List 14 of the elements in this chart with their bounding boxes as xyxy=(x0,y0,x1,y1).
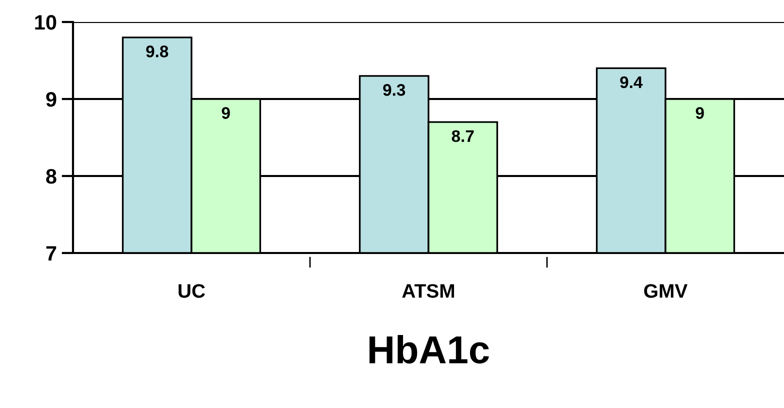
data-label: 9 xyxy=(222,107,230,119)
y-tick-label: 9 xyxy=(46,92,56,107)
y-tick-label: 7 xyxy=(46,246,56,261)
data-label: 9 xyxy=(696,107,704,119)
x-tick-label: GMV xyxy=(644,284,688,298)
y-tick-label: 8 xyxy=(46,169,56,184)
x-axis-title: HbA1c xyxy=(370,335,489,364)
y-tick-label: 10 xyxy=(35,15,56,30)
data-label: 9.8 xyxy=(146,46,168,58)
data-label: 9.3 xyxy=(383,84,406,96)
data-label: 9.4 xyxy=(620,76,643,88)
x-tick-label: UC xyxy=(178,284,206,298)
x-tick-label: ATSM xyxy=(402,284,454,298)
data-label: 8.7 xyxy=(452,130,474,142)
